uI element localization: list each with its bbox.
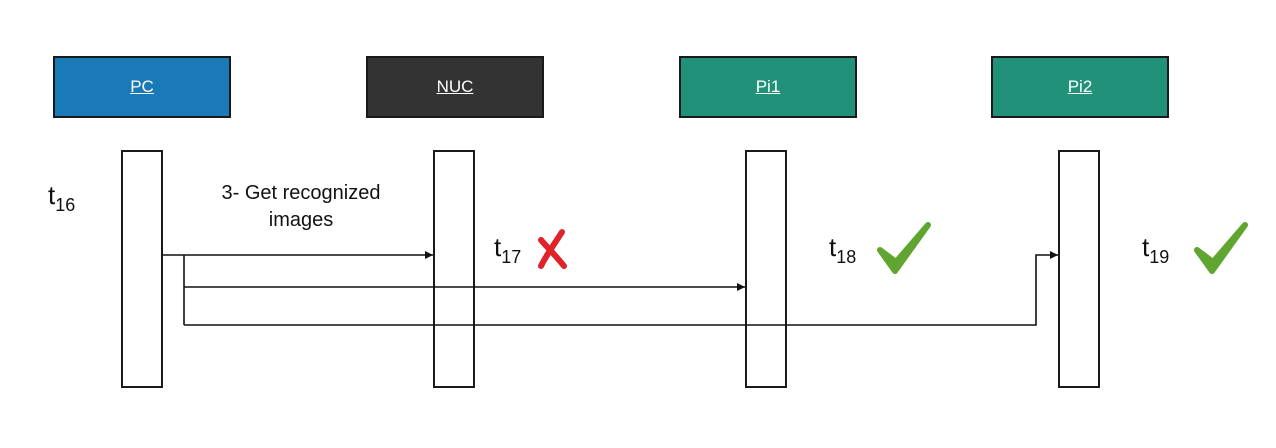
participant-pi1: Pi1 (679, 56, 857, 118)
check-icon (877, 222, 931, 274)
lifeline-pc (121, 150, 163, 388)
arrow-pc-to-pi2 (184, 251, 1058, 326)
lifeline-pi2 (1058, 150, 1100, 388)
time-label-t18: t18 (829, 232, 857, 267)
time-label-t17: t17 (494, 232, 522, 267)
participant-label-pc: PC (130, 77, 154, 96)
message-label: 3- Get recognized images (221, 182, 381, 231)
participant-label-pi1: Pi1 (755, 77, 781, 96)
participant-label-pi2: Pi2 (1067, 77, 1093, 96)
lifeline-nuc (433, 150, 475, 388)
participant-label-nuc: NUC (436, 77, 474, 96)
time-label-t19: t19 (1142, 232, 1170, 267)
cross-icon (538, 229, 567, 269)
participant-nuc: NUC (366, 56, 544, 118)
check-icon (1194, 222, 1248, 274)
participant-pi2: Pi2 (991, 56, 1169, 118)
time-label-t16: t16 (48, 180, 76, 215)
participant-pc: PC (53, 56, 231, 118)
lifeline-pi1 (745, 150, 787, 388)
